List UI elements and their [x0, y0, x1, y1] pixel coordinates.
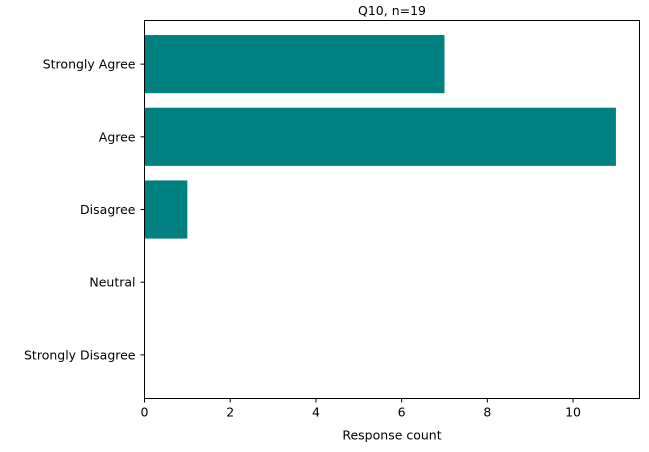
y-axis: Strongly Agree Agree Disagree Neutral Strong… [24, 57, 145, 362]
x-tick-label: 2 [226, 405, 234, 420]
x-axis: 0 2 4 6 8 10 [141, 398, 581, 420]
x-tick-label: 4 [312, 405, 320, 420]
x-tick-label: 8 [483, 405, 491, 420]
x-tick-label: 6 [398, 405, 406, 420]
y-tick-label: Strongly Disagree [24, 347, 136, 362]
bar-agree [144, 107, 616, 166]
x-tick-label: 0 [141, 405, 149, 420]
y-tick-label: Agree [99, 129, 136, 144]
bars-group [144, 35, 616, 239]
chart-title: Q10, n=19 [358, 3, 426, 18]
x-axis-title: Response count [342, 428, 441, 443]
y-tick-label: Neutral [89, 275, 135, 290]
x-tick-label: 10 [565, 405, 581, 420]
bar-strongly-agree [144, 35, 445, 94]
y-tick-label: Disagree [80, 202, 136, 217]
bar-disagree [144, 180, 188, 239]
y-tick-label: Strongly Agree [43, 57, 136, 72]
